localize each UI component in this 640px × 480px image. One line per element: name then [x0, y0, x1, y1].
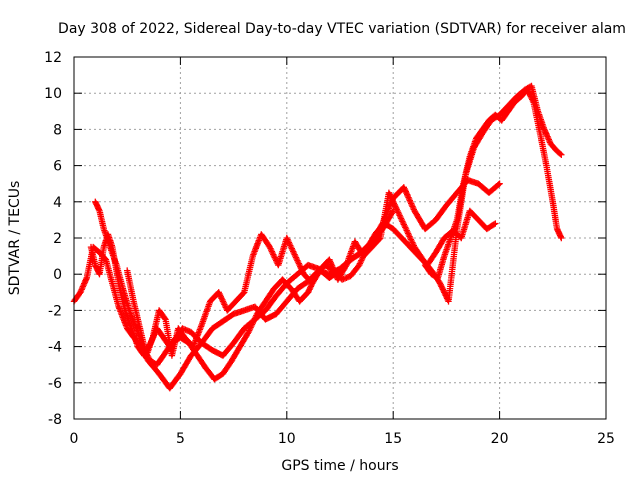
data-point: [543, 132, 550, 139]
data-point: [557, 150, 564, 157]
data-point: [408, 201, 415, 209]
series-track-4: [124, 82, 565, 359]
x-tick-label: 15: [384, 431, 402, 447]
data-point: [527, 93, 534, 100]
chart-title: Day 308 of 2022, Sidereal Day-to-day VTE…: [58, 21, 626, 37]
x-tick-label: 10: [278, 431, 296, 447]
x-tick-label: 20: [491, 431, 509, 447]
data-point: [342, 263, 349, 270]
x-tick-label: 25: [597, 431, 615, 447]
series-track-5: [421, 86, 565, 281]
y-tick-label: -2: [48, 303, 62, 319]
data-point: [558, 151, 565, 158]
y-tick-label: -4: [48, 340, 62, 356]
y-tick-label: 6: [53, 159, 62, 175]
y-tick-label: -8: [48, 412, 62, 428]
y-tick-label: 0: [53, 267, 62, 283]
data-point: [492, 220, 499, 227]
data-point: [490, 221, 498, 228]
data-point: [240, 290, 247, 297]
data-point: [528, 94, 535, 102]
data-point: [495, 181, 502, 188]
y-tick-label: 2: [53, 231, 62, 247]
y-axis-label: SDTVAR / TECUs: [7, 181, 23, 296]
data-point: [81, 280, 88, 287]
y-tick-label: 8: [53, 122, 62, 138]
x-axis-label: GPS time / hours: [281, 458, 398, 474]
y-tick-label: 4: [53, 195, 62, 211]
axis-ticks: 0 5 10 15 20 25 -8 -6 -4 -2 0 2 4 6 8 10 12: [44, 50, 615, 447]
data-point: [526, 92, 534, 99]
data-point: [529, 96, 536, 103]
x-tick-label: 0: [70, 431, 79, 447]
data-point: [161, 315, 168, 322]
data-point: [376, 235, 383, 243]
y-tick-label: 10: [44, 86, 62, 102]
data-point: [406, 197, 413, 204]
data-point: [526, 90, 533, 97]
data-point: [544, 134, 552, 142]
data-points: [70, 82, 565, 392]
data-point: [524, 87, 532, 95]
x-tick-label: 5: [176, 431, 185, 447]
data-point: [524, 86, 531, 93]
data-point: [525, 89, 532, 96]
y-tick-label: -6: [48, 376, 62, 392]
y-tick-label: 12: [44, 50, 62, 66]
data-point: [496, 180, 503, 187]
data-point: [79, 283, 87, 290]
data-point: [558, 234, 565, 242]
